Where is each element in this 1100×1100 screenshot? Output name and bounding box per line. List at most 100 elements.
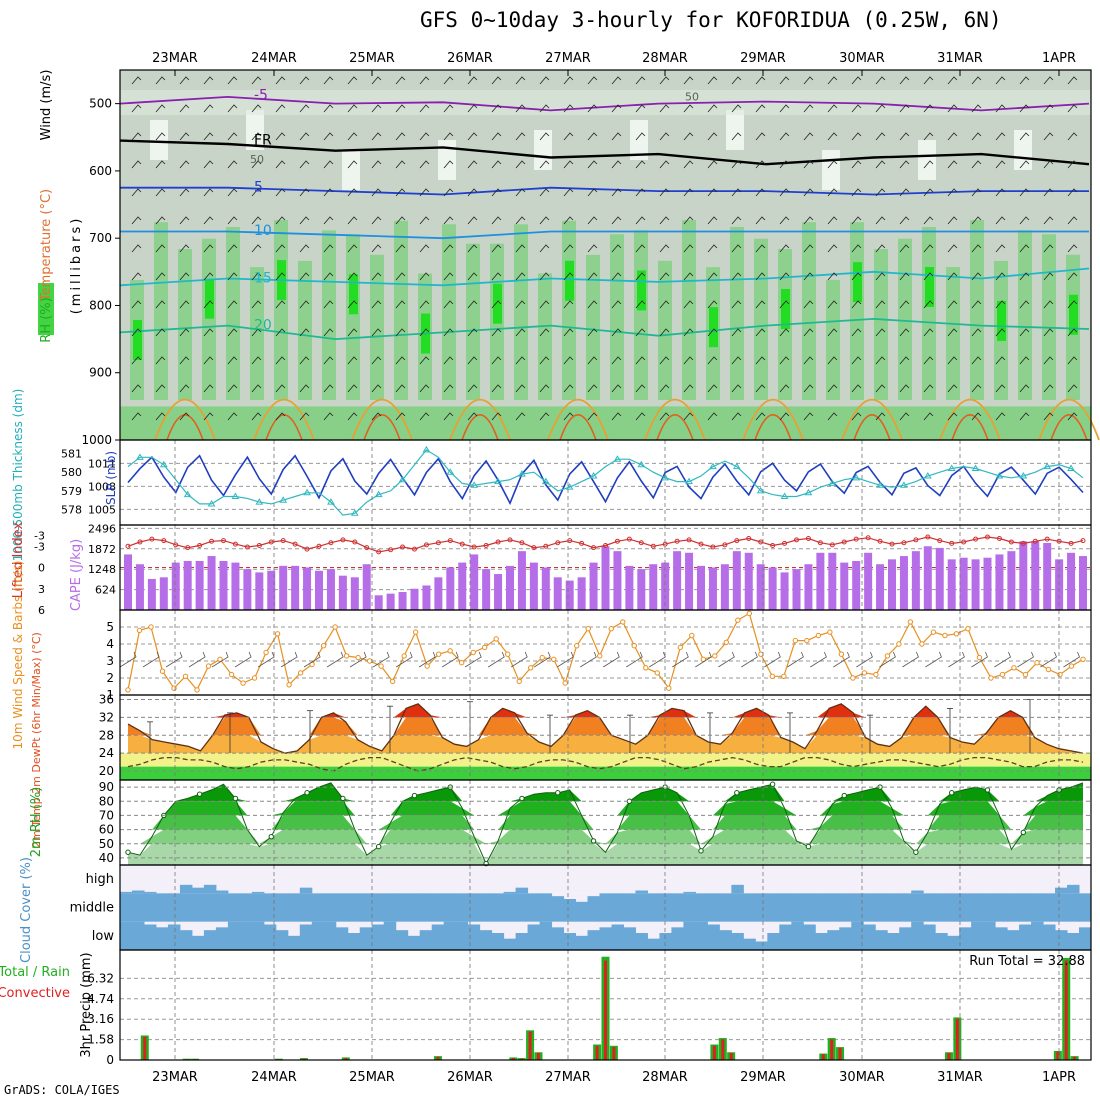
wind-barb (443, 104, 454, 113)
surface-isotherm (461, 414, 499, 441)
cloud-bar-middle (863, 893, 876, 922)
wind-barb (971, 272, 982, 281)
cape-bar (219, 560, 228, 610)
wind-barb (683, 160, 694, 169)
precip-bar-convective (830, 1039, 834, 1060)
wind-barb (323, 356, 334, 365)
cape-bar (326, 569, 335, 610)
wind-barb (515, 356, 526, 365)
li-tick-label: 3 (38, 583, 45, 596)
wind-speed-point (1034, 660, 1040, 666)
cloud-bar-middle (335, 893, 349, 922)
wind-barb (326, 651, 344, 668)
wind-barb (947, 244, 958, 253)
rh-point (698, 848, 704, 854)
wind-barb (611, 76, 622, 85)
wind-barb (563, 328, 574, 337)
rh-shade-low (438, 140, 456, 180)
wind-barb (203, 76, 214, 85)
wind-barb (275, 188, 286, 197)
cloud-bar-middle (479, 893, 493, 922)
rh-point (734, 790, 740, 796)
wind-speed-point (781, 673, 787, 679)
precip-bar-convective (729, 1052, 733, 1060)
wind-barb (1019, 328, 1030, 337)
wind-barb (827, 412, 838, 421)
wind-barb (1067, 160, 1078, 169)
cloud-bar-low (551, 927, 565, 950)
wind-barb (1043, 132, 1054, 141)
wind-barb (611, 132, 622, 141)
wind-barb (299, 384, 310, 393)
wind-barb (234, 651, 252, 668)
wind-barb (947, 384, 958, 393)
wind-barb (971, 76, 982, 85)
rh-tick-label: 70 (99, 808, 114, 822)
wind-barb (227, 356, 238, 365)
precip-bar-convective (436, 1056, 440, 1060)
wind-barb (1043, 160, 1054, 169)
wind-barb (635, 160, 646, 169)
li-point (447, 538, 453, 544)
wind-barb (1063, 651, 1080, 668)
wind-barb (347, 244, 358, 253)
wind-barb (179, 356, 190, 365)
precip-bar-convective (612, 1047, 616, 1060)
wind-speed-point (631, 643, 637, 649)
rh-shade (274, 220, 288, 400)
wind-speed-point (412, 629, 419, 635)
isotherm-line (119, 317, 1090, 341)
li-point (591, 545, 597, 551)
wind-speed-point (1022, 671, 1029, 678)
rh-shade (946, 267, 960, 400)
li-point (985, 534, 990, 540)
wind-barb (347, 76, 358, 85)
li-point (579, 540, 585, 546)
cloud-bar-middle (731, 893, 744, 922)
rh-point (125, 849, 131, 855)
wind-barb (323, 412, 334, 421)
li-point (996, 535, 1002, 541)
wind-barb (155, 384, 166, 393)
wind-barb (491, 188, 502, 197)
rh-shade-high (637, 270, 646, 311)
cloud-bar-middle (935, 893, 948, 922)
wind-barb (280, 651, 298, 668)
wind-barb (563, 412, 574, 421)
wind-barb (1067, 132, 1078, 141)
wind-barb (131, 244, 142, 253)
wind-barb (1019, 216, 1030, 225)
cloud-bar-low (431, 924, 445, 950)
cloud-bar-high (1067, 884, 1080, 894)
wind-speed-point (171, 685, 177, 691)
cloud-bar-middle (443, 893, 457, 922)
li-point (961, 539, 967, 545)
cloud-bar-low (1043, 924, 1056, 950)
wind-barb (203, 244, 214, 253)
cloud-bar-middle (827, 893, 840, 922)
cape-bar (446, 567, 455, 610)
rh-shade-low (342, 150, 360, 190)
date-label-top: 31MAR (937, 51, 983, 66)
wind-barb (587, 272, 598, 281)
rh-shade-high (205, 278, 214, 319)
isotherm-line (119, 267, 1090, 287)
li-point (638, 540, 644, 546)
wind-barb (275, 216, 286, 225)
wind-speed-point (965, 626, 971, 632)
cloud-bar-middle (407, 893, 421, 922)
wind-speed-point (1057, 671, 1063, 678)
ytick-label: 900 (89, 366, 112, 380)
wind-barb (603, 651, 620, 668)
rh-shade-low (246, 110, 264, 150)
rh-point (913, 849, 919, 855)
surface-isotherm (351, 398, 413, 441)
rh-point (232, 795, 239, 802)
wind-barb (899, 132, 910, 141)
wind-barb (1067, 76, 1078, 85)
rh-shade (562, 220, 576, 400)
wind-barb (131, 272, 142, 281)
wind-barb (659, 132, 670, 141)
wind-barb (755, 104, 766, 113)
temp-band-green (120, 766, 1091, 780)
